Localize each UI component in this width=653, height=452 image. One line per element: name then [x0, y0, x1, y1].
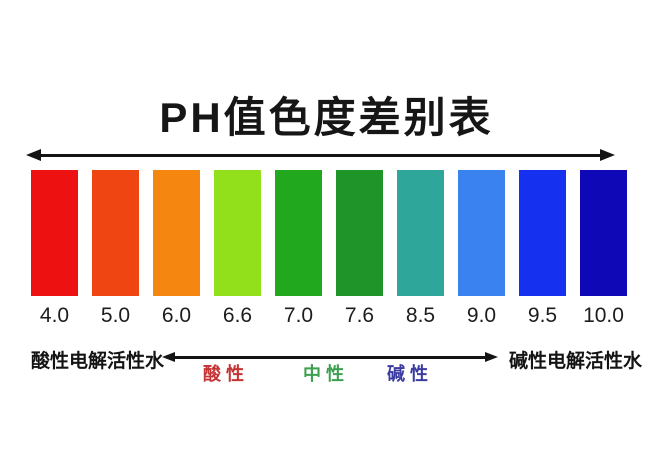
ph-value-label: 9.0: [466, 304, 497, 327]
ph-value-label: 6.0: [161, 304, 192, 327]
ph-value-label: 9.5: [527, 304, 558, 327]
ph-value-label: 7.0: [283, 304, 314, 327]
ph-swatch: [153, 170, 200, 296]
arrow-right-icon: [485, 352, 498, 362]
ph-value-label: 8.5: [405, 304, 436, 327]
ph-value-label: 6.6: [222, 304, 253, 327]
ph-value-label: 7.6: [344, 304, 375, 327]
ph-swatch: [31, 170, 78, 296]
zone-labels: 酸 性中 性碱 性: [0, 360, 653, 384]
ph-swatch: [519, 170, 566, 296]
zone-label: 碱 性: [387, 364, 429, 384]
zone-label: 中 性: [303, 364, 345, 384]
ph-value-label: 5.0: [100, 304, 131, 327]
ph-swatch: [214, 170, 261, 296]
ph-swatch: [397, 170, 444, 296]
ph-swatch: [458, 170, 505, 296]
ph-value-label: 4.0: [39, 304, 70, 327]
ph-value-labels: 4.0 5.0 6.0 6.6 7.0 7.6 8.5 9.0 9.5 10.0: [31, 304, 627, 328]
arrow-right-icon: [600, 149, 615, 161]
zone-label: 酸 性: [203, 364, 245, 384]
arrow-line: [33, 154, 608, 157]
ph-swatch: [336, 170, 383, 296]
ph-swatch: [92, 170, 139, 296]
ph-value-label: 10.0: [583, 304, 624, 327]
arrow-line: [169, 356, 491, 359]
alkaline-water-label: 碱性电解活性水: [509, 351, 643, 372]
arrow-left-icon: [162, 352, 175, 362]
acid-alkali-axis-arrow: [162, 351, 498, 363]
color-bars: [31, 170, 627, 296]
ph-swatch: [580, 170, 627, 296]
ph-range-arrow: [26, 147, 615, 163]
ph-swatch: [275, 170, 322, 296]
page-title: PH值色度差别表: [159, 94, 494, 141]
acidic-water-label: 酸性电解活性水: [31, 351, 165, 372]
